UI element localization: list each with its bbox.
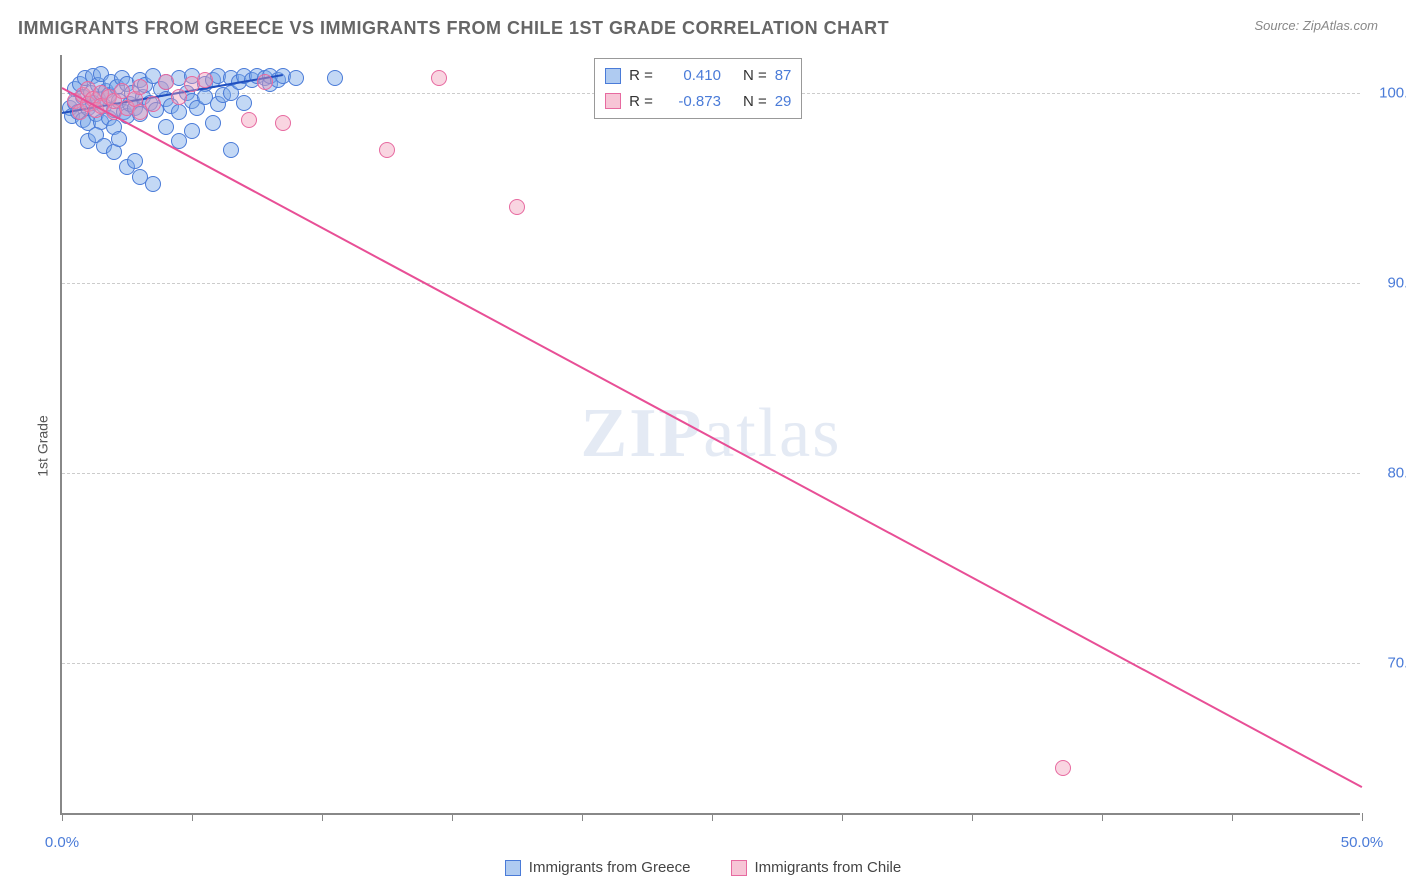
scatter-point (171, 104, 187, 120)
stat-r-value: -0.873 (661, 89, 721, 115)
y-tick-label: 80.0% (1370, 465, 1406, 482)
scatter-point (223, 142, 239, 158)
legend-label: Immigrants from Greece (529, 859, 691, 876)
scatter-point (158, 74, 174, 90)
x-tick (1232, 813, 1233, 821)
scatter-point (184, 123, 200, 139)
x-tick (1102, 813, 1103, 821)
legend-item-chile: Immigrants from Chile (731, 859, 902, 876)
stat-n-value: 29 (775, 89, 792, 115)
stat-n-label: N = (743, 89, 767, 115)
gridline (62, 663, 1360, 664)
scatter-point (145, 96, 161, 112)
scatter-point (171, 89, 187, 105)
stat-r-label: R = (629, 89, 653, 115)
scatter-point (431, 70, 447, 86)
legend-swatch-pink (731, 860, 747, 876)
scatter-point (132, 79, 148, 95)
scatter-point (241, 112, 257, 128)
plot-area: ZIPatlas 70.0%80.0%90.0%100.0%0.0%50.0%R… (60, 55, 1360, 815)
x-tick-label: 50.0% (1341, 834, 1384, 851)
stats-row: R = -0.873 N = 29 (605, 89, 791, 115)
scatter-point (111, 131, 127, 147)
scatter-point (327, 70, 343, 86)
gridline (62, 473, 1360, 474)
chart-title: IMMIGRANTS FROM GREECE VS IMMIGRANTS FRO… (18, 18, 889, 39)
x-tick (712, 813, 713, 821)
scatter-point (158, 119, 174, 135)
x-tick (972, 813, 973, 821)
scatter-point (197, 72, 213, 88)
stats-box: R = 0.410 N = 87 R = -0.873 N = 29 (594, 58, 802, 119)
x-tick (1362, 813, 1363, 821)
y-axis-label: 1st Grade (35, 415, 51, 476)
x-tick (192, 813, 193, 821)
scatter-point (205, 115, 221, 131)
scatter-point (1055, 760, 1071, 776)
scatter-point (145, 176, 161, 192)
gridline (62, 283, 1360, 284)
stats-swatch (605, 68, 621, 84)
watermark: ZIPatlas (581, 394, 842, 474)
x-tick-label: 0.0% (45, 834, 79, 851)
x-tick (842, 813, 843, 821)
bottom-legend: Immigrants from Greece Immigrants from C… (0, 859, 1406, 876)
chart-header: IMMIGRANTS FROM GREECE VS IMMIGRANTS FRO… (0, 0, 1406, 49)
legend-label: Immigrants from Chile (755, 859, 902, 876)
stat-r-label: R = (629, 63, 653, 89)
scatter-point (236, 95, 252, 111)
stats-row: R = 0.410 N = 87 (605, 63, 791, 89)
x-tick (62, 813, 63, 821)
x-tick (582, 813, 583, 821)
scatter-point (127, 153, 143, 169)
scatter-point (288, 70, 304, 86)
stat-r-value: 0.410 (661, 63, 721, 89)
legend-item-greece: Immigrants from Greece (505, 859, 691, 876)
scatter-point (379, 142, 395, 158)
x-tick (452, 813, 453, 821)
x-tick (322, 813, 323, 821)
scatter-point (257, 74, 273, 90)
scatter-point (509, 199, 525, 215)
stats-swatch (605, 93, 621, 109)
y-tick-label: 100.0% (1370, 85, 1406, 102)
y-tick-label: 70.0% (1370, 655, 1406, 672)
y-tick-label: 90.0% (1370, 275, 1406, 292)
stat-n-label: N = (743, 63, 767, 89)
trend-line (62, 87, 1363, 788)
legend-swatch-blue (505, 860, 521, 876)
stat-n-value: 87 (775, 63, 792, 89)
chart-source: Source: ZipAtlas.com (1254, 18, 1378, 33)
scatter-point (275, 115, 291, 131)
